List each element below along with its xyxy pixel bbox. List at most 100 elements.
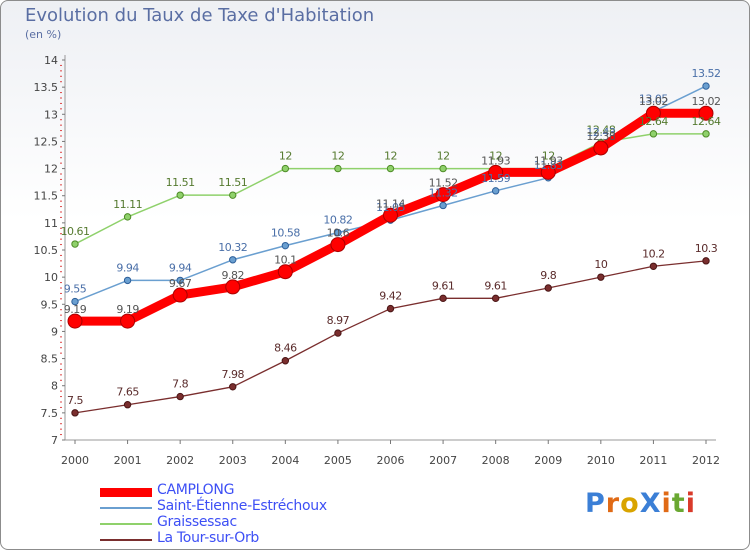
logo-letter: i xyxy=(661,488,672,519)
data-point xyxy=(229,383,237,391)
data-label: 11.05 xyxy=(376,201,405,214)
data-point xyxy=(698,105,714,121)
data-point xyxy=(702,82,710,90)
data-label: 12 xyxy=(489,150,502,163)
data-point xyxy=(439,164,447,173)
data-label: 11.93 xyxy=(481,154,510,167)
data-label: 12 xyxy=(279,150,292,163)
data-point xyxy=(488,164,504,180)
data-point xyxy=(176,191,184,199)
data-label: 9.94 xyxy=(116,261,139,274)
x-tick-label: 2007 xyxy=(429,454,457,467)
data-point xyxy=(439,201,447,210)
y-tick-label: 9.5 xyxy=(41,298,59,311)
data-point xyxy=(386,304,395,313)
data-point xyxy=(597,273,605,281)
data-point xyxy=(702,257,710,265)
data-label: 10.58 xyxy=(271,227,300,240)
data-point xyxy=(593,140,609,156)
data-label: 9.8 xyxy=(540,269,556,282)
data-point xyxy=(225,279,241,295)
x-tick-label: 2011 xyxy=(639,454,667,467)
data-point xyxy=(383,207,398,223)
data-point xyxy=(281,164,290,173)
data-label: 11.32 xyxy=(429,186,458,199)
data-point xyxy=(229,191,237,199)
y-tick-label: 7 xyxy=(51,434,58,447)
data-label: 9.82 xyxy=(222,269,245,282)
legend-label: La Tour-sur-Orb xyxy=(157,530,259,546)
x-tick-label: 2002 xyxy=(166,454,194,467)
data-label: 12 xyxy=(331,150,344,163)
data-point xyxy=(439,294,447,303)
data-point xyxy=(334,329,342,337)
data-label: 12.64 xyxy=(639,115,668,128)
data-point xyxy=(123,276,132,285)
legend-swatch xyxy=(100,487,152,497)
logo-letter: X xyxy=(639,488,662,519)
x-tick-label: 2004 xyxy=(271,454,299,467)
data-label: 12.48 xyxy=(586,124,615,137)
y-tick-label: 10.5 xyxy=(34,244,59,257)
legend-item: Saint-Étienne-Estréchoux xyxy=(100,498,360,516)
data-label: 11.11 xyxy=(113,198,142,211)
data-point xyxy=(540,164,556,180)
data-label: 10.6 xyxy=(327,227,350,240)
data-label: 8.97 xyxy=(327,314,350,327)
logo-letter: P xyxy=(585,488,606,519)
data-label: 13.02 xyxy=(692,95,721,108)
y-unit-label: (en %) xyxy=(25,28,62,41)
axes: 7 7.5 8 8.5 9 9.5 10 10.5 11 11.5 12 12.5 13 13.5 14 20… xyxy=(34,54,721,467)
data-label: 12 xyxy=(437,150,450,163)
logo-letter: i xyxy=(685,488,696,519)
y-tick-label: 8.5 xyxy=(41,353,59,366)
data-label: 7.98 xyxy=(222,368,245,381)
y-tick-label: 12 xyxy=(44,163,58,176)
data-label: 11.51 xyxy=(218,176,247,189)
legend-label: CAMPLONG xyxy=(157,482,235,498)
legend-swatch xyxy=(100,523,152,525)
data-label: 13.05 xyxy=(639,93,668,106)
data-label: 10.61 xyxy=(61,225,90,238)
data-point xyxy=(176,392,184,401)
data-label: 13.02 xyxy=(639,95,668,108)
y-tick-label: 7.5 xyxy=(41,407,59,420)
data-label: 9.42 xyxy=(379,290,402,303)
legend-item: Graissessac xyxy=(100,514,360,532)
data-point xyxy=(435,187,451,203)
data-point xyxy=(649,262,658,270)
data-label: 10.1 xyxy=(274,254,297,267)
data-point xyxy=(71,240,79,248)
x-tick-label: 2009 xyxy=(534,454,562,467)
data-label: 9.61 xyxy=(432,279,455,292)
data-point xyxy=(71,297,79,306)
data-point xyxy=(386,164,395,173)
x-tick-label: 2010 xyxy=(587,454,615,467)
data-label: 11.93 xyxy=(534,154,563,167)
data-label: 12.64 xyxy=(692,115,721,128)
data-point xyxy=(176,276,184,285)
data-label: 10.3 xyxy=(695,242,718,255)
proxiti-logo: ProXiti xyxy=(585,488,696,519)
x-tick-label: 2005 xyxy=(324,454,352,467)
y-tick-label: 13 xyxy=(44,108,58,121)
data-label: 11.52 xyxy=(429,177,458,190)
data-label: 10.82 xyxy=(323,214,352,227)
data-label: 9.94 xyxy=(169,261,192,274)
data-label: 12.38 xyxy=(586,130,615,143)
data-label: 12.43 xyxy=(586,126,615,139)
x-tick-label: 2003 xyxy=(219,454,247,467)
data-point xyxy=(172,287,188,303)
data-label: 10 xyxy=(594,258,607,271)
data-label: 7.5 xyxy=(67,394,83,407)
x-tick-label: 2001 xyxy=(114,454,142,467)
data-label: 11.59 xyxy=(481,172,510,185)
data-point xyxy=(491,187,500,195)
x-tick-label: 2012 xyxy=(692,454,720,467)
data-point xyxy=(544,284,552,292)
data-label: 12 xyxy=(542,150,555,163)
data-point xyxy=(334,228,342,237)
data-label: 9.61 xyxy=(484,279,507,292)
